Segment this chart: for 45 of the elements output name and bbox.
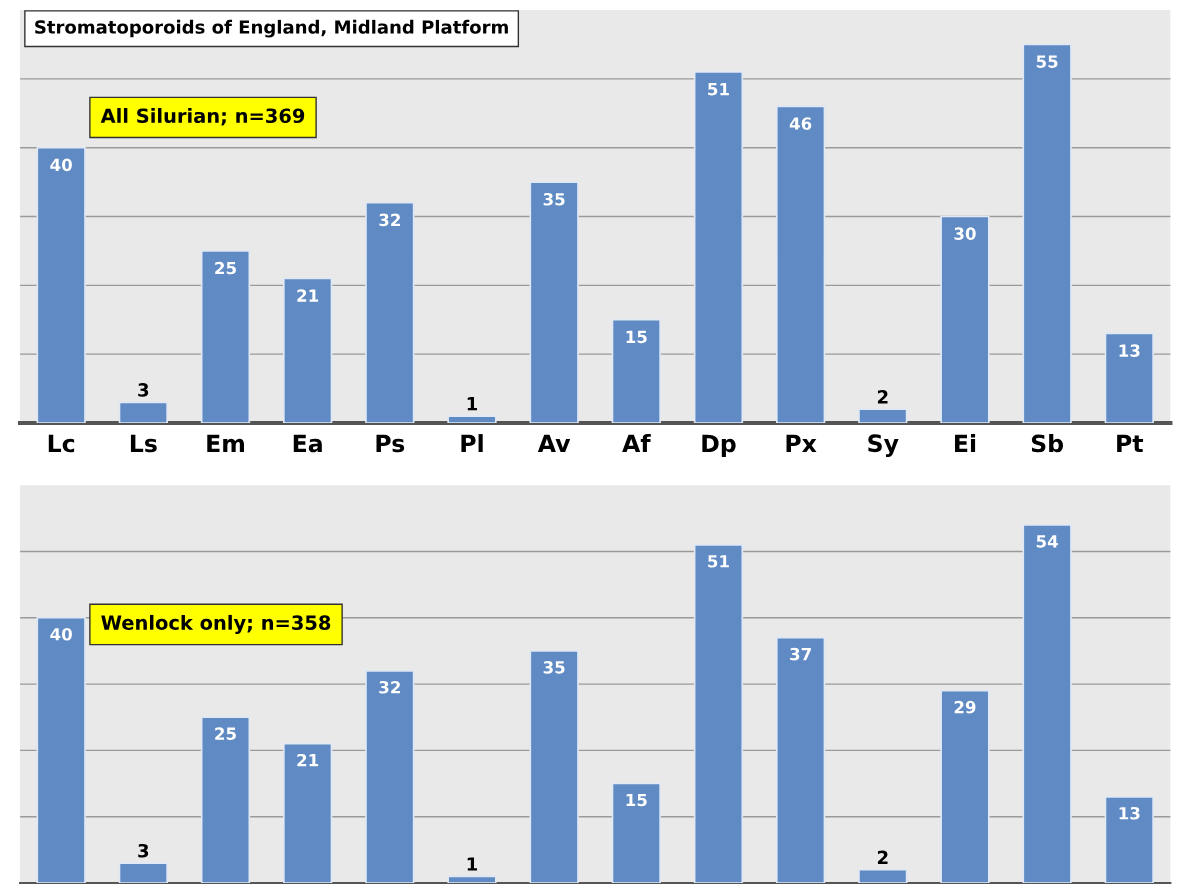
annotation: Wenlock only; n=358 xyxy=(101,614,331,634)
x-tick-label: Af xyxy=(622,434,651,453)
data-label: 40 xyxy=(50,158,72,172)
data-label: 25 xyxy=(215,727,236,740)
data-label: 25 xyxy=(215,261,236,275)
x-tick-label: Ls xyxy=(130,434,157,453)
data-label: 35 xyxy=(543,192,565,206)
x-tick-label: Px xyxy=(786,434,817,453)
data-label: 40 xyxy=(50,627,72,641)
annotation: All Silurian; n=369 xyxy=(100,108,305,126)
data-label: 1 xyxy=(467,397,478,411)
data-label: 3 xyxy=(138,383,149,397)
data-label: 13 xyxy=(1119,344,1140,357)
data-label: 32 xyxy=(379,213,400,227)
data-label: 32 xyxy=(379,680,400,694)
data-label: 51 xyxy=(708,83,729,96)
data-label: 29 xyxy=(954,700,976,714)
data-label: 35 xyxy=(543,661,565,674)
data-label: 1 xyxy=(467,857,478,871)
data-label: 3 xyxy=(138,843,149,858)
data-label: 54 xyxy=(1036,535,1058,548)
text: Stromatoporoids of England, Midland Platform xyxy=(35,19,508,38)
data-label: 13 xyxy=(1119,806,1140,820)
x-tick-label: Lc xyxy=(48,434,75,453)
data-label: 2 xyxy=(877,389,888,404)
data-label: 2 xyxy=(877,850,888,864)
data-label: 51 xyxy=(708,555,729,568)
x-tick-label: Pl xyxy=(461,434,483,453)
x-tick-label: Ea xyxy=(293,434,322,453)
data-label: 21 xyxy=(297,289,319,302)
data-label: 55 xyxy=(1036,55,1058,68)
data-label: 37 xyxy=(790,647,811,661)
data-label: 30 xyxy=(954,227,976,240)
x-tick-label: Ps xyxy=(376,434,405,453)
data-label: 15 xyxy=(626,330,647,344)
x-tick-label: Sb xyxy=(1031,434,1064,453)
x-tick-label: Ei xyxy=(955,434,976,453)
x-tick-label: Pt xyxy=(1117,434,1144,453)
x-tick-label: Dp xyxy=(702,434,736,457)
data-label: 15 xyxy=(626,793,647,807)
data-label: 21 xyxy=(297,753,319,767)
x-tick-label: Sy xyxy=(868,434,899,457)
x-tick-label: Em xyxy=(207,434,244,453)
x-tick-label: Av xyxy=(537,434,571,453)
data-label: 46 xyxy=(789,117,812,130)
